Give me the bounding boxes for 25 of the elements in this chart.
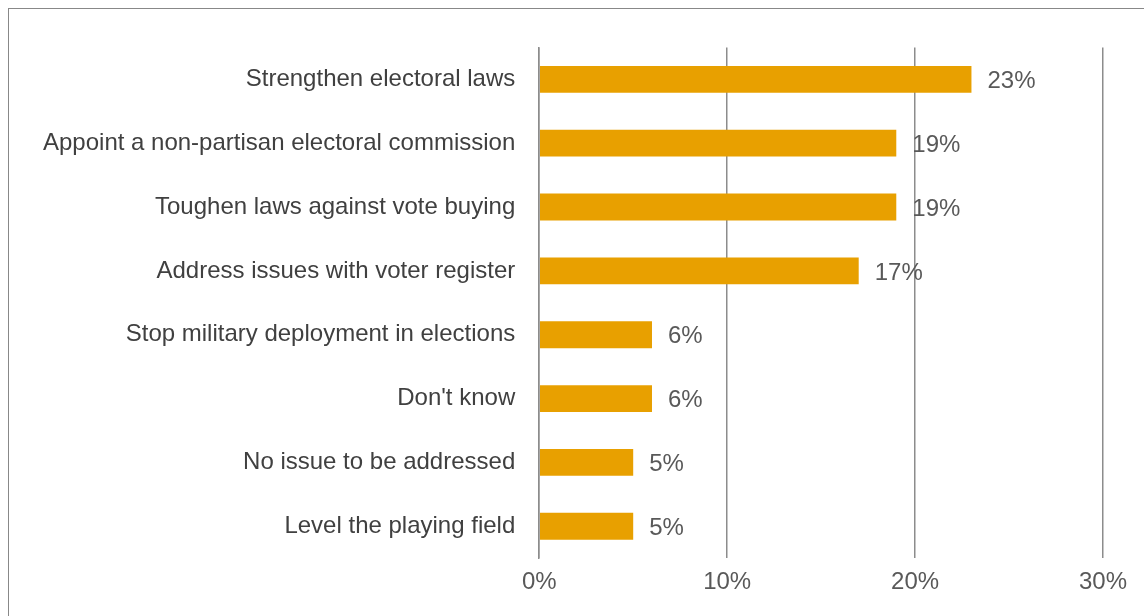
data-label: 6%: [667, 321, 703, 349]
y-tick-label: Stop military deployment in elections: [125, 319, 516, 347]
data-label: 6%: [667, 385, 703, 413]
y-tick-label: Appoint a non-partisan electoral commission: [42, 127, 516, 155]
y-tick-label: Address issues with voter register: [156, 255, 516, 283]
x-tick-label: 10%: [703, 567, 752, 595]
y-tick-label: Level the playing field: [284, 510, 516, 538]
bar: [539, 257, 859, 285]
x-tick-label: 20%: [891, 567, 940, 595]
y-tick-label: Strengthen electoral laws: [245, 63, 516, 91]
y-tick-label: Don't know: [397, 383, 516, 411]
y-tick-label: No issue to be addressed: [243, 447, 516, 475]
bar: [539, 65, 972, 93]
bar: [539, 385, 652, 412]
bar: [539, 449, 634, 476]
data-label: 5%: [649, 512, 684, 540]
bar: [539, 321, 652, 349]
bar: [539, 512, 634, 540]
x-tick-label: 30%: [1078, 567, 1128, 595]
x-tick-label: 0%: [521, 567, 557, 595]
bar: [539, 193, 897, 221]
bar: [539, 129, 897, 157]
data-label: 5%: [649, 449, 684, 477]
data-label: 23%: [987, 65, 1036, 93]
y-tick-label: Toughen laws against vote buying: [154, 191, 516, 219]
